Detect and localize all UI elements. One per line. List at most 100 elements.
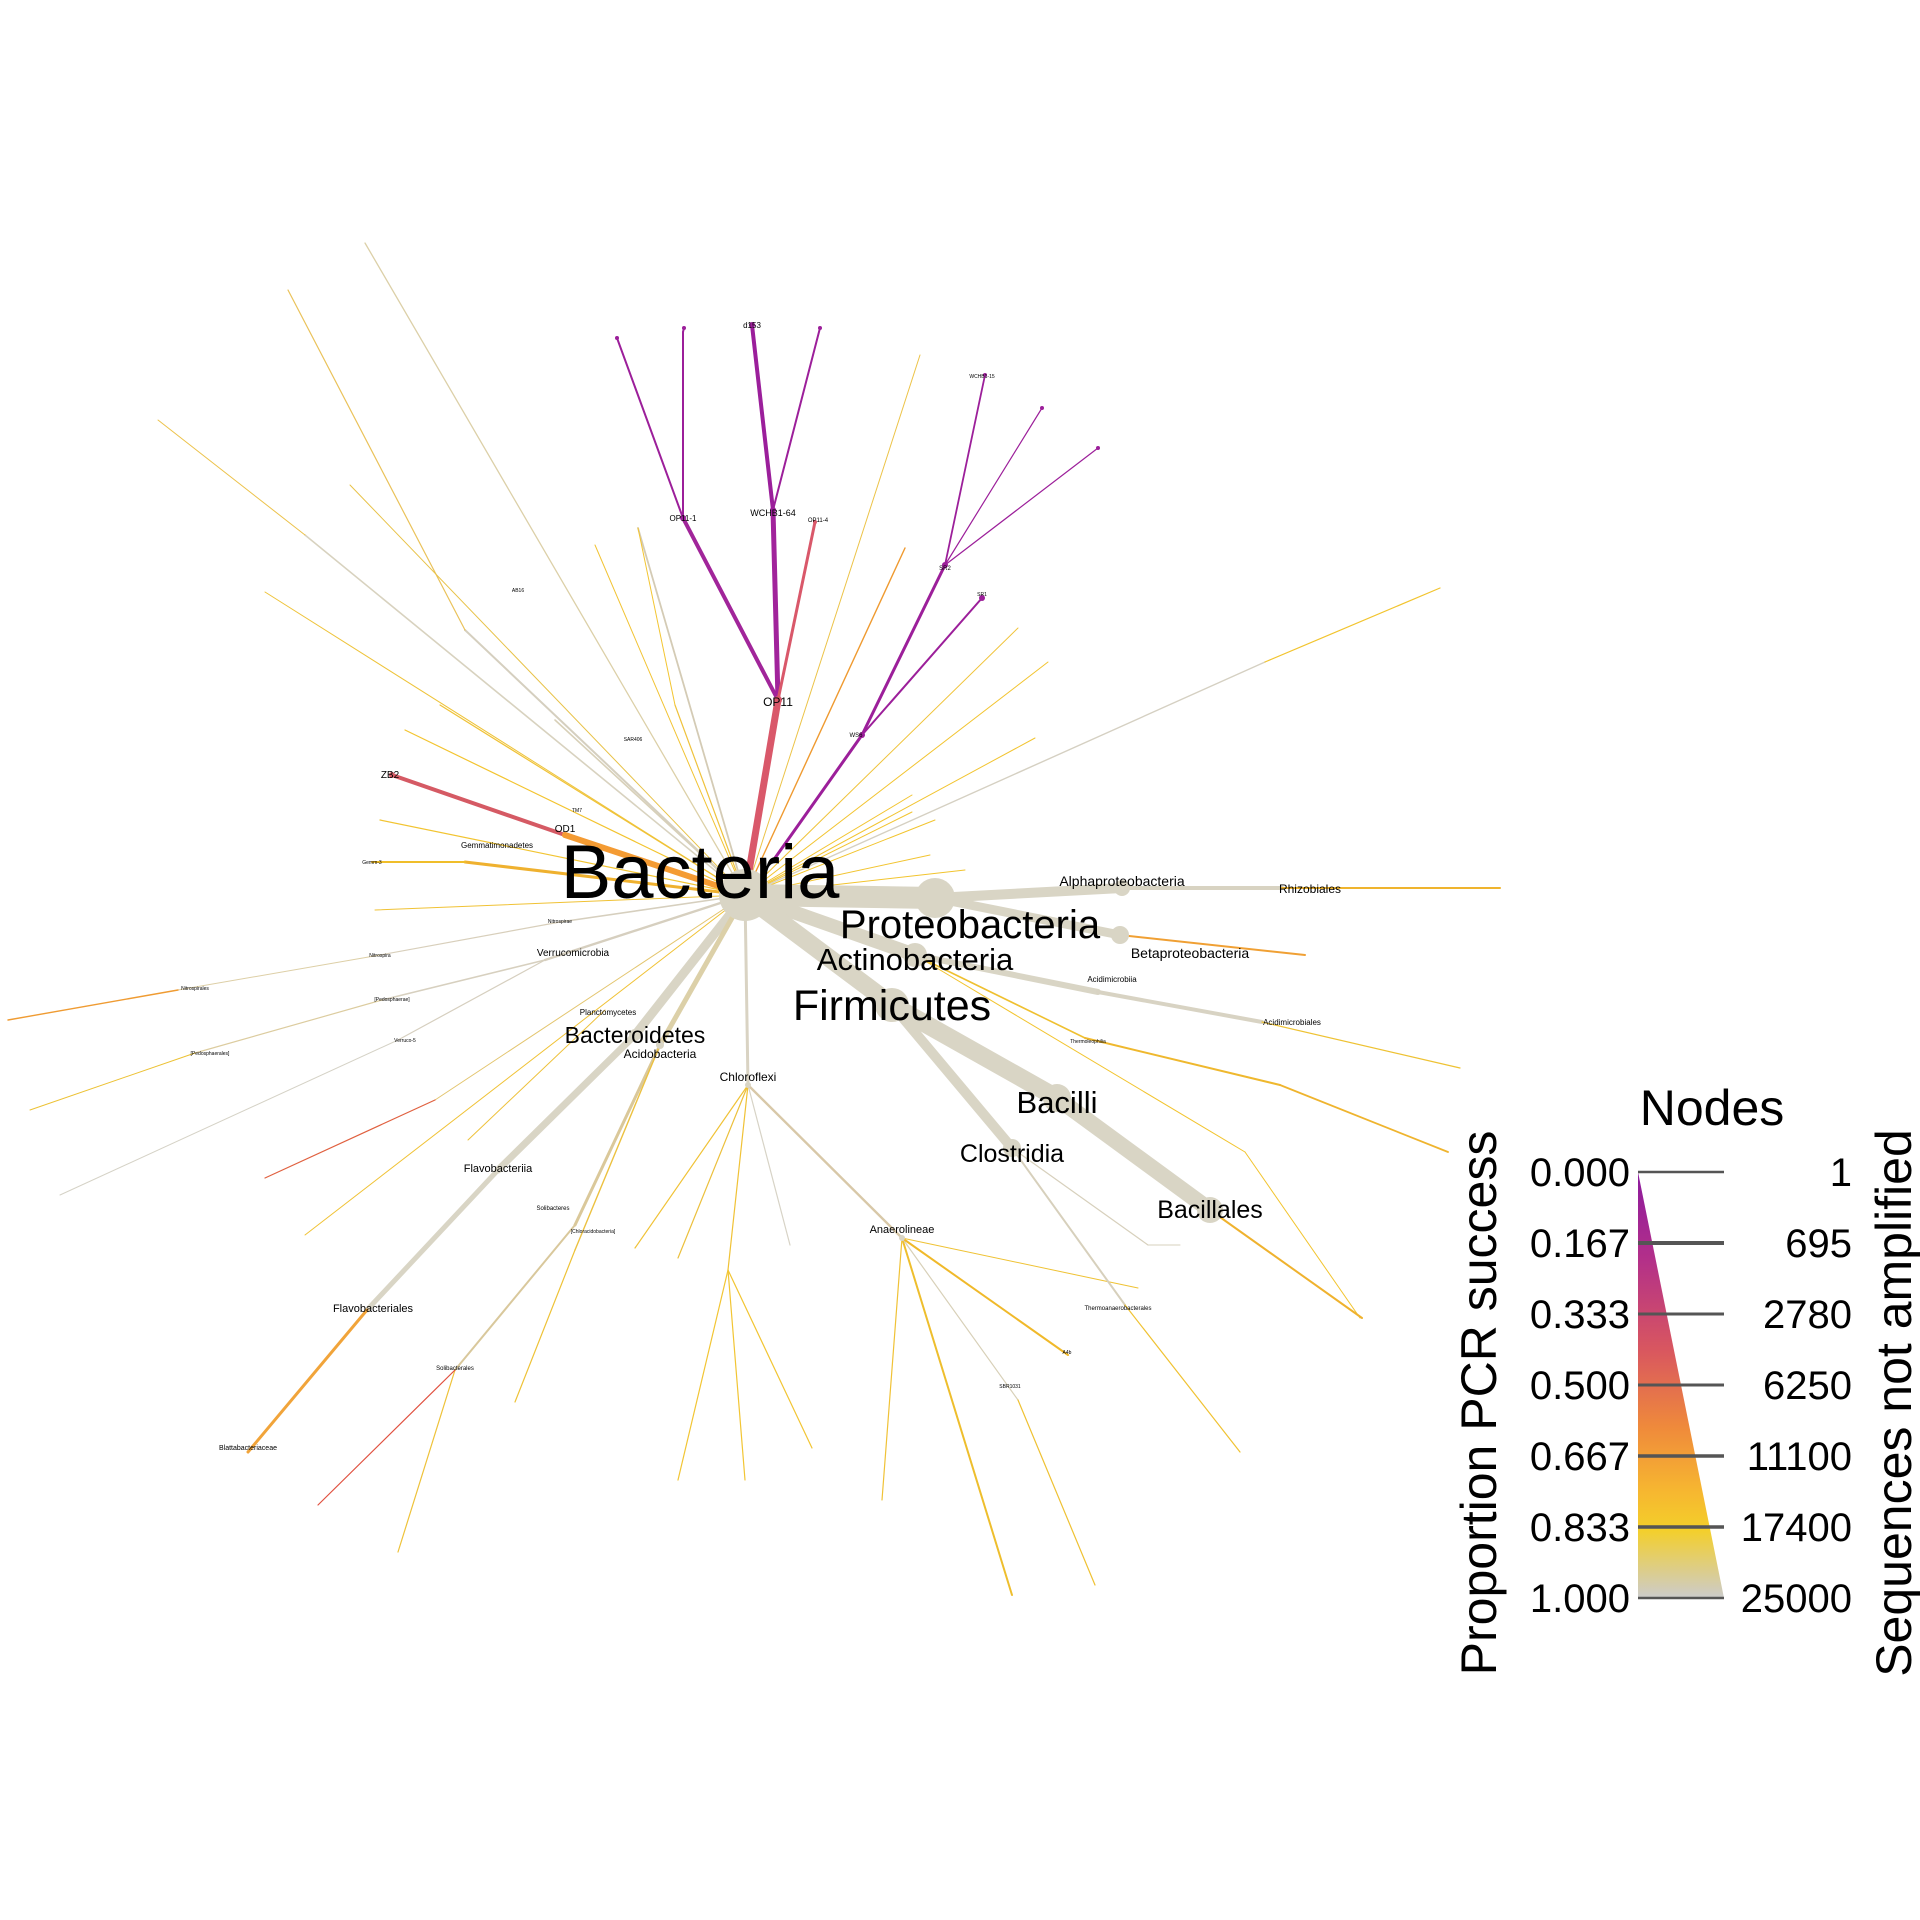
label-firmicutes: Firmicutes [793,982,991,1030]
node-proteobacteria [915,878,955,918]
label-gemm3: Gemm-3 [362,860,382,866]
edge [397,1369,456,1553]
edge [743,893,750,1087]
edge [744,819,936,896]
node-leaf [818,326,822,330]
tree-edges [7,242,1501,1596]
node-wchb1-64 [770,507,776,513]
node-bacilli [1043,1084,1071,1112]
label-ws6: WS6 [849,733,863,739]
legend-size-tick: 6250 [1763,1364,1852,1408]
edge [59,1039,399,1196]
label-verrucomicrobia: Verrucomicrobia [537,948,610,959]
edge [463,860,747,897]
edge [773,733,864,860]
node-ws6 [859,732,865,738]
edge [365,243,465,630]
tree-labels: Bacteria Proteobacteria Actinobacteria F… [181,321,1341,1452]
edge [264,1099,436,1179]
node-op11-4 [813,520,817,524]
legend: Nodes Proportion PCR success Sequences n… [1451,1080,1920,1677]
label-gemmatimonadetes: Gemmatimonadetes [461,841,533,850]
label-bacilli: Bacilli [1017,1085,1098,1120]
node-firmicutes [875,988,909,1022]
label-rhizobiales: Rhizobiales [1279,882,1341,896]
node-sr2 [942,562,948,568]
edge [727,1084,749,1271]
node-op11-1 [680,515,686,521]
edge [1011,1147,1126,1306]
edge [1209,1209,1363,1319]
edge [1049,1090,1218,1218]
edge [562,832,748,898]
label-wchb1-64: WCHB1-64 [750,508,796,518]
edge [744,547,906,896]
edge [657,892,748,1048]
legend-size-tick: 11100 [1747,1435,1852,1479]
edge [1096,990,1264,1024]
legend-size-title: Sequences not amplified [1866,1129,1920,1677]
edge [944,447,1099,566]
edge [630,890,750,1040]
node-bacillales [1197,1197,1223,1223]
legend-color-tick: 1.000 [1530,1577,1630,1621]
edge [914,954,1246,1153]
edge [1011,1147,1149,1246]
label-od1: OD1 [555,824,576,835]
edge [772,327,821,511]
edge [304,534,746,896]
edge [930,893,1125,940]
edge [744,794,913,896]
legend-color-tick: 0.833 [1530,1506,1630,1550]
edge [397,959,546,1041]
edge [901,1237,1013,1596]
label-flavobacteriia: Flavobacteriia [464,1163,533,1175]
node-betaproteobacteria [1111,926,1129,944]
edge [741,696,782,899]
node-leaf [979,595,985,601]
label-sar406: SAR406 [624,737,643,743]
legend-color-tick: 0.500 [1530,1364,1630,1408]
edge [681,516,780,702]
label-solibacterales: Solibacterales [436,1366,474,1372]
edge [304,894,746,1236]
edge [901,1237,1139,1289]
label-anaerolineae: Anaerolineae [870,1224,935,1236]
edge [744,661,1049,896]
edge [901,1237,1069,1356]
edge [1264,587,1441,663]
edge [776,520,817,702]
edge [439,704,746,896]
node-leaf [682,326,686,330]
edge [930,883,1127,903]
legend-color-tick: 0.167 [1530,1222,1630,1266]
edge [514,1249,576,1403]
label-proteobacteria: Proteobacteria [840,903,1101,947]
edge [7,989,179,1021]
label-thermoanaerobacterales: Thermoanaerobacterales [1084,1306,1151,1312]
node-op11 [774,696,782,704]
node-anaerolineae [899,1235,905,1241]
edge [464,629,746,896]
node-od1 [562,832,568,838]
edge [194,999,383,1054]
legend-color-tick: 0.333 [1530,1293,1630,1337]
edge [901,1237,1019,1401]
label-blattabacteriaceae: Blattabacteriaceae [219,1445,277,1452]
label-clostridia: Clostridia [960,1140,1064,1168]
legend-size-tick: 17400 [1741,1506,1852,1550]
edge [573,1043,662,1227]
edge [379,819,746,896]
label-ab16: AB16 [512,588,524,594]
label-chloroflexi: Chloroflexi [720,1070,777,1084]
node-acidobacteria [656,1041,664,1049]
edge [287,289,466,631]
edge [454,1224,576,1371]
edge [559,894,746,923]
edge [887,1000,1017,1153]
edge [574,1044,661,1251]
label-acidimicrobiia: Acidimicrobiia [1087,975,1137,984]
label-nitrospirae: Nitrospirae [548,919,572,925]
legend-size-tick: 25000 [1741,1577,1852,1621]
